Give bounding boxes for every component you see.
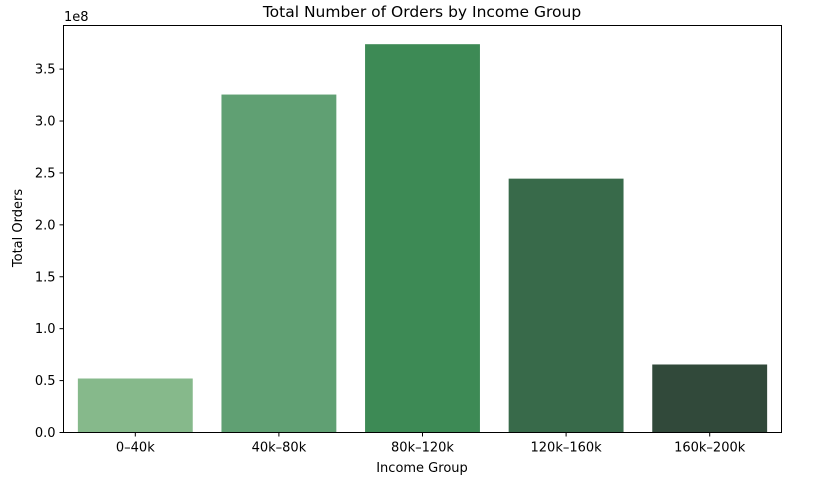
y-axis-label: Total Orders (11, 189, 26, 268)
bar-0 (77, 378, 193, 433)
bar-2 (365, 44, 480, 433)
y-tick-label: 2.5 (35, 166, 56, 181)
y-tick-label: 0.5 (35, 374, 56, 389)
y-offset-label: 1e8 (64, 10, 89, 25)
x-tick-label: 40k–80k (252, 441, 307, 456)
bar-4 (652, 364, 768, 433)
y-tick-label: 1.0 (35, 322, 56, 337)
y-ticks-group: 0.0 0.5 1.0 1.5 2.0 2.5 3.0 3.5 (35, 63, 64, 441)
y-tick-label: 3.0 (35, 115, 56, 130)
bars-group (77, 44, 768, 433)
bar-1 (221, 94, 337, 433)
y-tick-label: 2.0 (35, 218, 56, 233)
y-tick-label: 1.5 (35, 270, 56, 285)
x-tick-label: 80k–120k (391, 441, 454, 456)
x-axis-label: Income Group (376, 461, 468, 476)
x-tick-label: 0–40k (116, 441, 155, 456)
x-tick-label: 160k–200k (674, 441, 746, 456)
y-tick-label: 3.5 (35, 63, 56, 78)
x-tick-label: 120k–160k (531, 441, 603, 456)
bar-3 (508, 178, 624, 433)
y-tick-label: 0.0 (35, 426, 56, 441)
plot-frame (63, 25, 782, 433)
x-ticks-group: 0–40k 40k–80k 80k–120k 120k–160k 160k–200k (116, 432, 746, 456)
chart-title: Total Number of Orders by Income Group (262, 3, 581, 21)
